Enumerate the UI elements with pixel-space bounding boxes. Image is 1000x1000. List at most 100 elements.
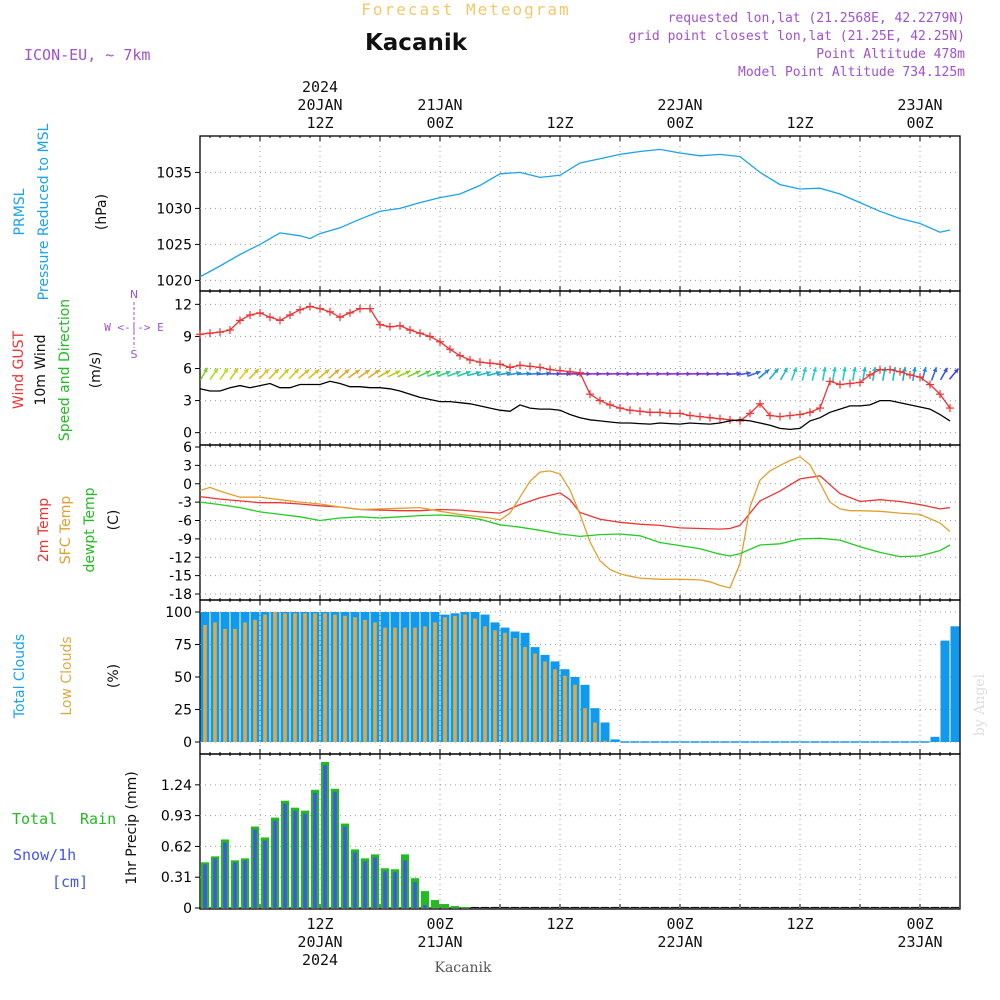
wind-arrow-head [832,366,837,372]
gust-marker [856,378,864,387]
wind-arrow-head [932,367,938,373]
series-line-pressure [199,148,951,278]
top-time-label: 00Z [666,114,693,132]
snow-bar [203,864,207,908]
gust-marker [936,390,944,399]
low-cloud-bar [373,622,377,742]
wind-arrow [407,370,421,378]
wind-arrow-head [264,368,269,374]
y-tick-label: 50 [174,670,192,686]
gust-marker [726,415,734,424]
gust-marker [716,414,724,423]
low-cloud-bar [603,740,607,742]
sfc-label: SFC Temp [58,496,74,565]
low-cloud-bar [203,625,207,742]
precip-unit-label: 1hr Precip (mm) [124,771,140,884]
wind-arrow [278,368,290,380]
precip-total-label: Total [12,810,57,828]
wind-arrow [318,368,330,379]
gust-marker [766,411,774,420]
point-altitude: Point Altitude 478m [816,47,965,62]
wind-arrow-head [274,368,279,374]
wind-arrow [437,370,451,377]
low-cloud-bar [383,627,387,742]
gust-marker [366,304,374,313]
wind-arrow [377,369,391,379]
total-cloud-bar [610,739,620,742]
gust-marker [906,370,914,379]
top-time-label: 2024 [302,78,338,96]
wind-arrow-head [792,367,798,373]
low-cloud-bar [253,619,257,742]
low-cloud-bar [323,613,327,742]
low-cloud-bar [413,627,417,742]
cloud-panel-labels: Total Clouds Low Clouds (%) [12,634,122,719]
y-tick-label: 0 [183,901,192,917]
low-cloud-bar [303,613,307,742]
low-cloud-bar [553,669,557,742]
y-tick-label: -15 [169,569,192,585]
wind-arrow [347,369,361,379]
panel-frame [199,444,961,601]
snow-bar [303,813,307,908]
low-cloud-bar [333,614,337,742]
series-line-wind [199,380,951,431]
total-cloud-bar [600,722,610,742]
gust-marker [406,326,414,335]
wind-arrow-head [254,368,259,374]
wind-arrow [758,368,770,379]
y-tick-label: -6 [178,514,192,530]
low-cloud-bar [343,615,347,742]
bottom-time-label: 21JAN [417,933,462,951]
y-tick-label: 0 [183,426,192,442]
wind-arrow-head [783,367,788,373]
gust-marker [796,410,804,419]
panel-precip: 0 0.31 0.62 0.93 1.24 [161,753,961,917]
wind-arrow-head [364,369,370,375]
meteogram-title: Forecast Meteogram [361,0,570,19]
wind-arrow [229,367,239,381]
wind-speed-dir-label: Speed and Direction [57,299,73,441]
gust-marker [206,329,214,338]
series-line-sfc [199,456,951,589]
low-cloud-bar [243,622,247,742]
snow-bar [263,840,267,908]
wind-arrow [268,368,280,380]
gust-marker [236,316,244,325]
snow-bar [383,871,387,908]
gust-marker [566,367,574,376]
wind-arrow-head [374,369,380,375]
wind-arrow [801,366,807,381]
rain-bar [451,906,459,908]
gust-marker [696,412,704,421]
wind-unit-label: (m/s) [88,352,104,389]
wind-arrow [821,366,827,381]
gust-marker [306,302,314,311]
gust-marker [826,377,834,386]
low-cloud-bar [313,613,317,742]
snow-bar [363,861,367,908]
wind-arrow [199,367,209,381]
y-tick-label: -3 [178,495,192,511]
low-cloud-bar [503,632,507,742]
low-cloud-bar [293,613,297,742]
snow-bar [293,810,297,908]
snow-bar [373,857,377,908]
gust-marker [756,399,764,408]
gust-marker [256,308,264,317]
wind-arrow [258,368,270,380]
gust-marker [616,404,624,413]
low-cloud-bar [273,612,277,742]
low-cloud-bar [233,628,237,742]
compass-n: N [130,288,138,301]
bottom-time-label: 2024 [302,951,338,969]
wind-arrow-head [405,370,411,375]
gust-marker [226,326,234,335]
snow-bar [333,791,337,908]
low-cloud-bar [393,627,397,742]
precip-rain-label: Rain [80,810,116,828]
wind-arrow-head [243,368,249,374]
t2m-label: 2m Temp [36,498,52,562]
bottom-time-label: 00Z [906,915,933,933]
wind-arrow-head [455,370,461,376]
